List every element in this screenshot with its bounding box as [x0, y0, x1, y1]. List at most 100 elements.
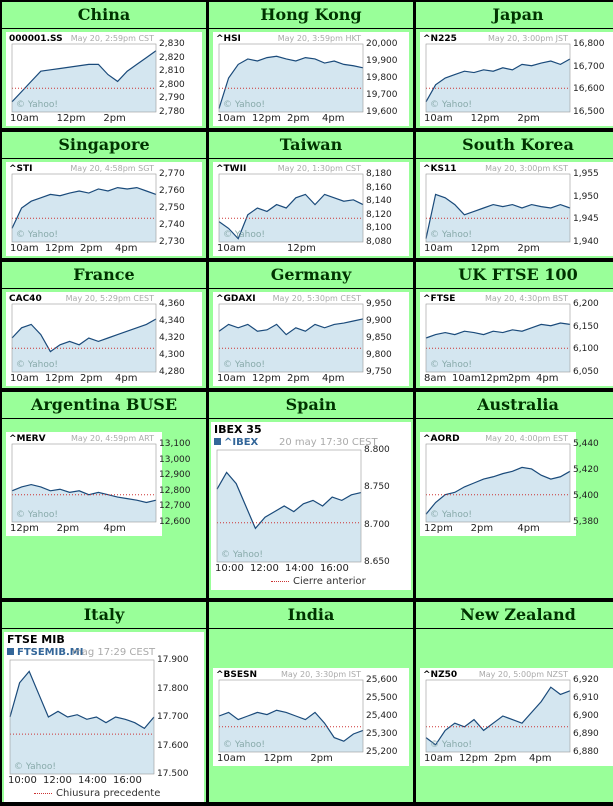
y-tick-label: 12,900: [159, 470, 191, 481]
stock-chart[interactable]: 000001.SS May 20, 2:59pm CST 2,830 2,820 2,8…: [6, 32, 202, 126]
market-name[interactable]: Italy: [2, 602, 206, 629]
market-name[interactable]: UK FTSE 100: [416, 262, 613, 289]
market-name[interactable]: Hong Kong: [209, 2, 413, 29]
yahoo-watermark: © Yahoo!: [430, 100, 472, 110]
market-name[interactable]: South Korea: [416, 132, 613, 159]
x-tick-label: 2pm: [80, 373, 103, 384]
x-tick-label: 12pm: [252, 373, 281, 384]
y-tick-label: 8.650: [364, 557, 390, 567]
timestamp: May 20, 4:00pm EST: [485, 434, 568, 443]
stock-chart[interactable]: ^TWII May 20, 1:30pm CST 8,180 8,160 8,140 8,…: [213, 162, 409, 256]
yahoo-watermark: © Yahoo!: [223, 360, 265, 370]
plot-frame: [425, 43, 571, 113]
market-name[interactable]: Singapore: [2, 132, 206, 159]
y-tick-label: 8,140: [366, 196, 392, 207]
index-symbol[interactable]: ^MERV: [9, 434, 46, 444]
market-name[interactable]: New Zealand: [416, 602, 613, 629]
x-tick-label: 4pm: [115, 373, 138, 384]
index-symbol[interactable]: ^AORD: [423, 434, 460, 444]
stock-chart[interactable]: ^STI May 20, 4:58pm SGT 2,770 2,760 2,750 2,7…: [6, 162, 202, 256]
stock-chart[interactable]: ^BSESN May 20, 3:30pm IST 25,600 25,500 25,4…: [213, 668, 409, 766]
market-name[interactable]: Germany: [209, 262, 413, 289]
y-tick-label: 9,800: [366, 350, 392, 360]
yahoo-watermark: © Yahoo!: [223, 100, 265, 110]
timestamp: May 20, 1:30pm CST: [277, 164, 361, 173]
stock-chart[interactable]: ^HSI May 20, 3:59pm HKT 20,000 19,900 19,800…: [213, 32, 409, 126]
index-symbol-link[interactable]: ^IBEX: [214, 437, 258, 448]
market-name[interactable]: Taiwan: [209, 132, 413, 159]
x-tick-label: 12:00: [43, 775, 72, 786]
stock-chart[interactable]: FTSE MIB FTSEMIB.MI mag 17:29 CEST 17.900 17…: [4, 632, 204, 802]
market-cell-germany: Germany ^GDAXI May 20, 5:30pm CEST 9,950 9,9…: [209, 262, 413, 388]
price-area: [426, 323, 570, 372]
y-tick-label: 13,000: [159, 454, 191, 465]
yahoo-watermark: © Yahoo!: [430, 360, 472, 370]
market-cell-new-zealand: New Zealand ^NZ50 May 20, 5:00pm NZST 6,920…: [416, 602, 613, 802]
index-symbol[interactable]: ^KS11: [423, 164, 457, 174]
plot-frame: [218, 679, 364, 753]
price-line: [425, 322, 571, 339]
y-tick-label: 2,790: [159, 93, 185, 104]
market-name[interactable]: France: [2, 262, 206, 289]
y-tick-label: 19,700: [366, 90, 398, 100]
market-name[interactable]: Argentina BUSE: [2, 392, 206, 419]
x-tick-label: 16:00: [113, 775, 142, 786]
price-area: [12, 50, 156, 112]
series-marker: [214, 438, 221, 445]
index-symbol[interactable]: ^BSESN: [216, 670, 258, 680]
y-tick-label: 4,300: [159, 350, 185, 360]
stock-chart[interactable]: CAC40 May 20, 5:29pm CEST 4,360 4,340 4,320 4…: [6, 292, 202, 386]
plot-frame: [218, 173, 364, 243]
market-name[interactable]: Australia: [416, 392, 613, 419]
index-symbol[interactable]: CAC40: [9, 294, 42, 304]
timestamp: May 20, 3:00pm KST: [485, 164, 568, 173]
stock-chart[interactable]: ^GDAXI May 20, 5:30pm CEST 9,950 9,900 9,850…: [213, 292, 409, 386]
index-symbol[interactable]: ^GDAXI: [216, 294, 256, 304]
market-name[interactable]: China: [2, 2, 206, 29]
index-symbol[interactable]: ^N225: [423, 34, 457, 44]
stock-chart[interactable]: ^MERV May 20, 4:59pm ART 13,100 13,000 12,90…: [6, 432, 191, 536]
index-symbol[interactable]: ^TWII: [216, 164, 247, 174]
y-tick-label: 2,810: [159, 66, 185, 77]
x-tick-label: 12pm: [287, 243, 316, 254]
price-line: [425, 193, 571, 239]
stock-chart[interactable]: ^FTSE May 20, 4:30pm BST 6,200 6,150 6,100 6,…: [420, 292, 613, 386]
index-symbol-link[interactable]: FTSEMIB.MI: [7, 647, 83, 658]
price-line: [425, 58, 571, 103]
y-tick-label: 8,100: [366, 223, 392, 234]
index-symbol[interactable]: ^FTSE: [423, 294, 456, 304]
x-tick-label: 2pm: [287, 373, 310, 384]
chart-plot: [9, 659, 155, 775]
yahoo-watermark: © Yahoo!: [223, 740, 265, 750]
price-line: [9, 670, 155, 730]
y-tick-label: 1,940: [573, 237, 599, 247]
market-name[interactable]: India: [209, 602, 413, 629]
y-tick-label: 8.700: [364, 519, 390, 530]
x-tick-label: 4pm: [529, 753, 552, 764]
index-symbol[interactable]: 000001.SS: [9, 34, 63, 44]
legend-label: Chiusura precedente: [56, 788, 161, 799]
stock-chart[interactable]: ^N225 May 20, 3:00pm JST 16,800 16,700 16,60…: [420, 32, 613, 126]
index-symbol[interactable]: ^HSI: [216, 34, 241, 44]
x-tick-label: 10am: [424, 243, 453, 254]
market-name[interactable]: Spain: [209, 392, 413, 419]
index-symbol[interactable]: ^STI: [9, 164, 33, 174]
market-name[interactable]: Japan: [416, 2, 613, 29]
stock-chart[interactable]: ^NZ50 May 20, 5:00pm NZST 6,920 6,910 6,900 6…: [420, 668, 613, 766]
market-cell-uk-ftse-100: UK FTSE 100 ^FTSE May 20, 4:30pm BST 6,200 6…: [416, 262, 613, 388]
market-cell-argentina-buse: Argentina BUSE ^MERV May 20, 4:59pm ART 13,…: [2, 392, 206, 598]
chart-plot: [425, 679, 571, 753]
stock-chart[interactable]: ^KS11 May 20, 3:00pm KST 1,955 1,950 1,945 1,…: [420, 162, 613, 256]
y-tick-label: 4,280: [159, 367, 185, 377]
y-tick-label: 17.800: [157, 683, 189, 694]
y-tick-label: 2,750: [159, 203, 185, 213]
timestamp: May 20, 4:30pm BST: [484, 294, 568, 303]
index-symbol[interactable]: ^NZ50: [423, 670, 458, 680]
stock-chart[interactable]: ^AORD May 20, 4:00pm EST 5,440 5,420 5,400 5,…: [420, 432, 599, 536]
price-line: [218, 55, 364, 109]
price-line: [218, 318, 364, 336]
stock-chart[interactable]: IBEX 35 ^IBEX 20 may 17:30 CEST 8.800 8.750 8…: [211, 422, 411, 590]
y-tick-label: 6,100: [573, 344, 599, 355]
chart-plot: [11, 303, 157, 373]
